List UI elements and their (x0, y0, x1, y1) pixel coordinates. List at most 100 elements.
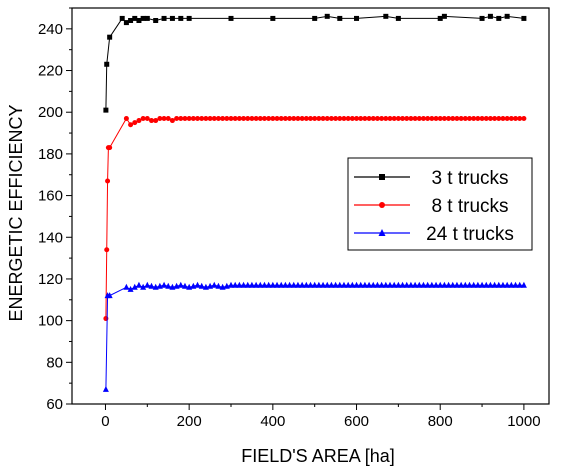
data-point (412, 115, 418, 121)
legend-marker (379, 202, 385, 208)
data-point (416, 115, 422, 121)
data-point (303, 281, 310, 288)
x-tick-label: 200 (177, 413, 202, 430)
data-point (471, 115, 477, 121)
data-point (228, 115, 234, 121)
data-point (483, 281, 490, 288)
data-point (420, 281, 427, 288)
data-point (328, 115, 334, 121)
data-point (270, 115, 276, 121)
data-point (333, 115, 339, 121)
data-point (211, 281, 218, 288)
data-point (462, 115, 468, 121)
data-point (403, 281, 410, 288)
data-point (420, 115, 426, 121)
data-point (103, 107, 109, 113)
data-point (144, 15, 150, 21)
data-point (512, 281, 519, 288)
data-point (286, 281, 293, 288)
data-point (220, 115, 226, 121)
data-point (291, 115, 297, 121)
data-point (294, 281, 301, 288)
data-point (241, 115, 247, 121)
data-point (287, 115, 293, 121)
data-point (508, 115, 514, 121)
data-point (123, 115, 129, 121)
data-point (169, 15, 175, 21)
data-point (274, 281, 281, 288)
data-point (441, 281, 448, 288)
data-point (479, 15, 485, 21)
data-point (479, 281, 486, 288)
y-tick-label: 140 (38, 229, 63, 246)
data-point (387, 115, 393, 121)
data-point (261, 281, 268, 288)
data-point (299, 281, 306, 288)
data-point (504, 13, 510, 19)
data-point (240, 281, 247, 288)
x-tick-label: 1000 (507, 413, 540, 430)
data-point (186, 115, 192, 121)
data-point (337, 115, 343, 121)
data-point (429, 115, 435, 121)
data-point (366, 281, 373, 288)
y-axis-title: ENERGETIC EFFICIENCY (6, 104, 26, 321)
data-point (148, 282, 155, 289)
data-point (131, 283, 138, 290)
series-2 (103, 115, 527, 322)
data-point (127, 285, 134, 292)
data-point (104, 247, 110, 253)
data-point (140, 283, 147, 290)
data-point (140, 15, 146, 21)
data-point (153, 18, 159, 24)
data-point (224, 115, 230, 121)
data-point (378, 281, 385, 288)
data-point (517, 115, 523, 121)
data-point (157, 115, 163, 121)
data-point (257, 281, 264, 288)
legend-box (347, 157, 533, 251)
data-point (424, 281, 431, 288)
data-point (149, 118, 154, 124)
data-point (370, 281, 377, 288)
data-point (308, 115, 313, 121)
data-point (487, 115, 493, 121)
data-point (487, 13, 493, 19)
data-point (295, 115, 301, 121)
data-point (266, 115, 272, 121)
data-point (499, 281, 506, 288)
data-point (483, 115, 489, 121)
data-point (324, 281, 331, 288)
data-point (520, 281, 527, 288)
data-point (232, 281, 239, 288)
data-point (475, 115, 481, 121)
data-point (383, 13, 389, 19)
data-point (445, 281, 452, 288)
data-point (228, 281, 234, 288)
data-point (433, 281, 440, 288)
data-point (521, 15, 527, 21)
data-point (382, 281, 389, 288)
data-point (207, 115, 213, 121)
data-point (357, 281, 364, 288)
data-point (508, 281, 515, 288)
legend-label: 8 t trucks (431, 196, 508, 217)
data-point (408, 115, 414, 121)
data-point (249, 115, 255, 121)
x-tick-label: 600 (344, 413, 369, 430)
data-point (361, 281, 368, 288)
y-tick-label: 120 (38, 271, 63, 288)
data-point (324, 115, 330, 121)
data-point (278, 281, 285, 288)
data-point (395, 281, 402, 288)
data-point (165, 115, 171, 121)
series-line (105, 284, 524, 390)
series-3 (102, 281, 527, 392)
data-point (395, 15, 401, 21)
data-point (496, 15, 502, 21)
data-point (513, 115, 519, 121)
data-point (144, 115, 150, 121)
data-point (328, 281, 335, 288)
data-point (391, 115, 397, 121)
